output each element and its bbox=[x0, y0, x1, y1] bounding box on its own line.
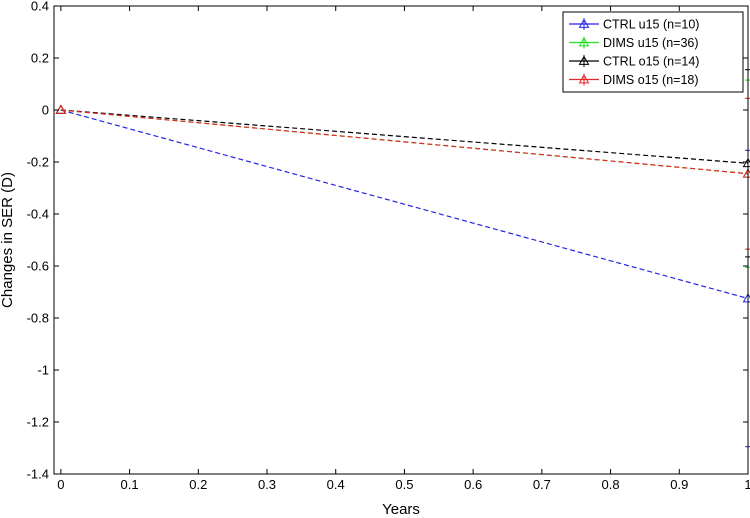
y-tick-label: 0.4 bbox=[31, 0, 49, 14]
legend-label: CTRL o15 (n=14) bbox=[603, 55, 699, 69]
axis-ticks: 0 0.1 0.2 0.3 0.4 0.5 0.6 0.7 0.8 0.9 1 0.4 0.2 0 -0.2… bbox=[27, 0, 750, 492]
data-point-marker bbox=[55, 104, 67, 114]
legend-item: CTRL u15 (n=10) bbox=[569, 18, 699, 32]
x-tick-label: 0.1 bbox=[121, 477, 139, 492]
series-line bbox=[60, 109, 749, 300]
series bbox=[55, 69, 750, 258]
x-tick-label: 0 bbox=[57, 477, 64, 492]
y-tick-label: -0.8 bbox=[27, 311, 49, 326]
y-tick-label: -0.2 bbox=[27, 155, 49, 170]
data-point-marker bbox=[578, 36, 590, 47]
data-point-marker bbox=[55, 104, 67, 114]
series-line bbox=[60, 109, 749, 175]
y-tick-label: 0.2 bbox=[31, 51, 49, 66]
legend-item: DIMS o15 (n=18) bbox=[569, 73, 699, 87]
data-point-marker bbox=[578, 55, 590, 65]
x-tick-label: 0.4 bbox=[327, 477, 345, 492]
data-point-marker bbox=[578, 18, 590, 28]
series-line bbox=[60, 109, 749, 164]
legend: CTRL u15 (n=10) DIMS u15 (n=36) CTRL o15 (… bbox=[562, 11, 744, 93]
x-tick-label: 1 bbox=[744, 477, 750, 492]
legend-label: CTRL u15 (n=10) bbox=[603, 18, 699, 32]
x-tick-label: 0.5 bbox=[395, 477, 413, 492]
legend-item: DIMS u15 (n=36) bbox=[569, 36, 699, 50]
plot-area bbox=[53, 5, 749, 475]
y-tick-label: -0.6 bbox=[27, 259, 49, 274]
x-tick-label: 0.7 bbox=[533, 477, 551, 492]
data-point-marker bbox=[55, 104, 67, 114]
series bbox=[55, 97, 750, 250]
series bbox=[55, 104, 750, 448]
legend-box bbox=[562, 11, 744, 93]
x-tick-label: 0.8 bbox=[602, 477, 620, 492]
legend-item: CTRL o15 (n=14) bbox=[569, 55, 699, 69]
chart-marks bbox=[55, 69, 750, 448]
y-tick-label: 0 bbox=[42, 103, 49, 118]
y-tick-label: -0.4 bbox=[27, 207, 49, 222]
y-axis-title: Changes in SER (D) bbox=[0, 172, 16, 308]
x-tick-label: 0.9 bbox=[670, 477, 688, 492]
y-tick-label: -1.2 bbox=[27, 415, 49, 430]
y-tick-label: -1 bbox=[37, 363, 49, 378]
series bbox=[55, 79, 750, 268]
legend-label: DIMS u15 (n=36) bbox=[603, 36, 699, 50]
x-axis-title: Years bbox=[382, 501, 420, 518]
y-tick-label: -1.4 bbox=[27, 467, 49, 482]
data-point-marker bbox=[742, 157, 750, 168]
x-tick-label: 0.6 bbox=[464, 477, 482, 492]
data-point-marker bbox=[55, 104, 67, 114]
x-tick-label: 0.2 bbox=[189, 477, 207, 492]
x-tick-label: 0.3 bbox=[258, 477, 276, 492]
data-point-marker bbox=[578, 73, 590, 84]
legend-label: DIMS o15 (n=18) bbox=[603, 73, 699, 87]
